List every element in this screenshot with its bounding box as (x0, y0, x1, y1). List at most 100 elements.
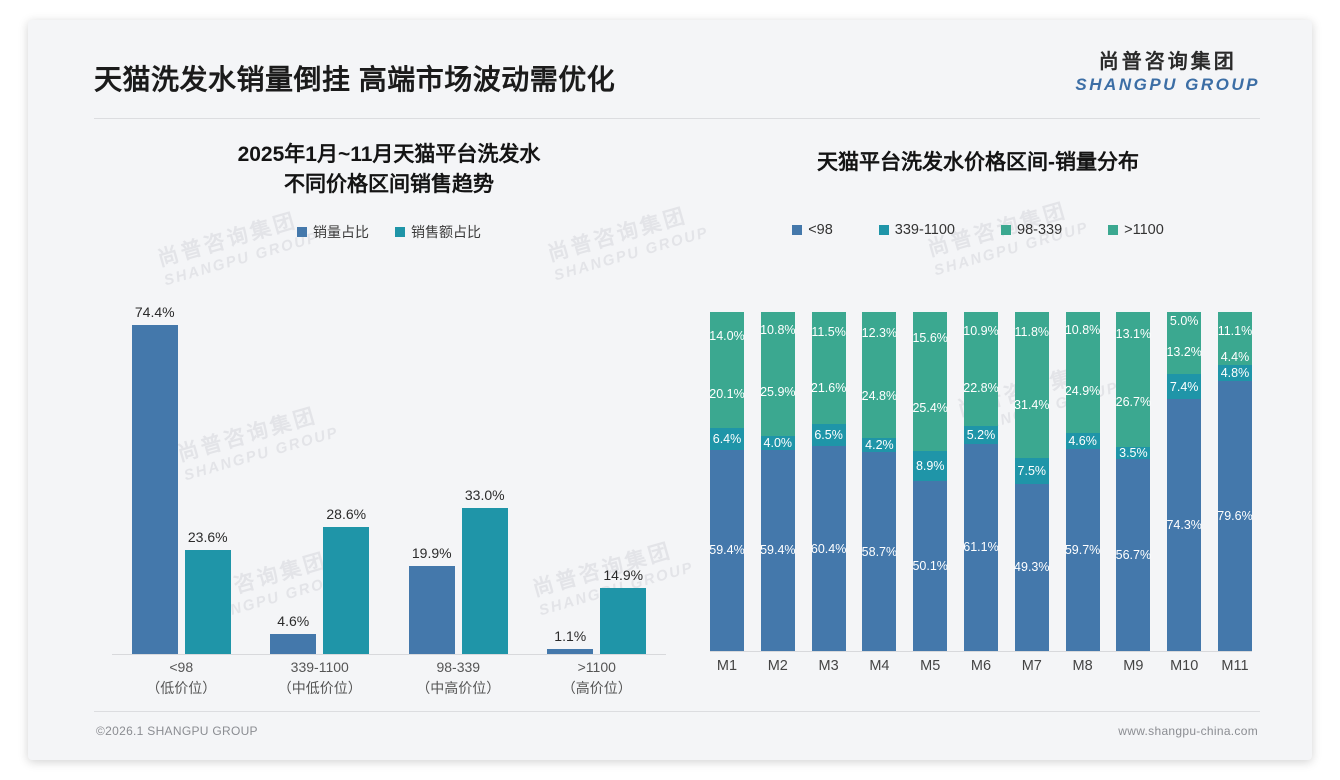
legend-item[interactable]: <98 (792, 222, 833, 238)
stacked-bar-column[interactable]: 13.1% 26.7% 3.5% 56.7% (1116, 312, 1151, 651)
legend-label: 339-1100 (894, 221, 955, 238)
stacked-bar-segment[interactable]: 4.0% (760, 436, 795, 450)
bar[interactable] (600, 588, 647, 654)
stacked-bar-column[interactable]: 15.6% 25.4% 8.9% 50.1% (912, 312, 948, 651)
stacked-bar-segment[interactable]: 25.9% (760, 348, 796, 437)
stacked-bar-segment[interactable]: 6.5% (811, 424, 846, 447)
stacked-bar-chart: 14.0% 20.1% 6.4% 59.4% 10.8% 25.9% 4.0% 59.4% 11… (710, 312, 1252, 692)
stacked-bar-segment[interactable]: 60.4% (810, 446, 847, 651)
stacked-bar-column[interactable]: 5.0% 13.2% 7.4% 74.3% (1166, 312, 1202, 651)
stacked-bar-segment[interactable]: 25.4% (912, 364, 948, 452)
stacked-bar-segment[interactable]: 56.7% (1116, 458, 1151, 651)
bar[interactable] (461, 507, 508, 654)
stacked-bar-segment[interactable]: 4.8% (1217, 364, 1252, 382)
stacked-bar-column[interactable]: 11.1% 4.4% 4.8% 79.6% (1217, 312, 1252, 651)
stacked-bar-segment[interactable]: 12.3% (862, 312, 897, 354)
stacked-bar-segment[interactable]: 59.4% (760, 449, 796, 651)
stacked-bar-segment[interactable]: 24.9% (1065, 348, 1100, 434)
stacked-bar-segment[interactable]: 59.7% (1065, 448, 1100, 651)
bar-column[interactable]: 33.0% (461, 300, 508, 654)
stacked-bar-segment[interactable]: 50.1% (912, 481, 948, 651)
bar[interactable] (323, 527, 370, 654)
stacked-bar-column[interactable]: 11.5% 21.6% 6.5% 60.4% (810, 312, 847, 651)
stacked-bar-segment[interactable]: 61.1% (963, 443, 999, 651)
stacked-bar-column[interactable]: 10.8% 24.9% 4.6% 59.7% (1065, 312, 1100, 651)
grouped-bar-chart: 74.4% 23.6% 4.6% 28.6% 19.9% 33.0% 1.1% 14.9% <… (112, 300, 666, 696)
stacked-bar-segment[interactable]: 13.1% (1116, 312, 1151, 357)
stacked-bar-segment[interactable]: 11.5% (811, 312, 846, 351)
legend-label: 98-339 (1017, 221, 1063, 238)
bar-column[interactable]: 19.9% (408, 300, 455, 654)
bar[interactable] (184, 549, 231, 654)
stacked-segment-value-label: 6.5% (814, 428, 843, 443)
stacked-bar-column[interactable]: 10.8% 25.9% 4.0% 59.4% (760, 312, 796, 651)
stacked-bar-segment[interactable]: 11.1% (1218, 312, 1252, 350)
stacked-bar-segment[interactable]: 58.7% (861, 452, 898, 651)
bar[interactable] (408, 565, 455, 654)
stacked-bar-segment[interactable]: 13.2% (1166, 329, 1202, 375)
stacked-bar-segment[interactable]: 5.2% (963, 426, 998, 444)
bar-column[interactable]: 23.6% (184, 300, 231, 654)
bar-column[interactable]: 1.1% (547, 300, 594, 654)
legend-swatch-icon (1001, 224, 1011, 235)
stacked-bar-segment[interactable]: 21.6% (811, 351, 846, 425)
stacked-segment-value-label: 15.6% (912, 331, 948, 346)
stacked-segment-value-label: 24.8% (861, 388, 898, 403)
stacked-bar-segment[interactable]: 11.8% (1015, 312, 1049, 353)
bar-column[interactable]: 28.6% (323, 300, 370, 654)
stacked-bar-segment[interactable]: 4.4% (1217, 349, 1252, 365)
bar-column[interactable]: 14.9% (600, 300, 647, 654)
stacked-bar-segment[interactable]: 79.6% (1217, 381, 1252, 651)
stacked-segment-value-label: 50.1% (912, 559, 948, 574)
stacked-segment-value-label: 20.1% (710, 386, 745, 401)
stacked-bar-segment[interactable]: 26.7% (1116, 356, 1151, 447)
stacked-bar-segment[interactable]: 7.4% (1167, 374, 1202, 400)
legend-swatch-icon (395, 226, 405, 237)
stacked-bar-segment[interactable]: 4.6% (1065, 433, 1100, 449)
legend-item[interactable]: >1100 (1108, 222, 1164, 238)
legend-item[interactable]: 销量占比 (297, 222, 369, 242)
stacked-bar-segment[interactable]: 10.9% (963, 312, 999, 349)
stacked-bar-segment[interactable]: 59.4% (710, 449, 745, 651)
slide-header: 天猫洗发水销量倒挂 高端市场波动需优化 尚普咨询集团 SHANGPU GROUP (28, 20, 1312, 119)
stacked-segment-value-label: 10.8% (760, 323, 796, 338)
bar[interactable] (131, 324, 178, 654)
stacked-segment-value-label: 14.0% (710, 329, 745, 344)
stacked-bar-segment[interactable]: 74.3% (1166, 399, 1202, 651)
stacked-bar-segment[interactable]: 10.8% (760, 312, 796, 349)
stacked-segment-value-label: 58.7% (861, 544, 898, 559)
stacked-bar-segment[interactable]: 24.8% (861, 353, 898, 438)
stacked-bar-segment[interactable]: 31.4% (1014, 352, 1050, 459)
stacked-bar-segment[interactable]: 22.8% (963, 348, 999, 427)
legend-item[interactable]: 98-339 (1001, 222, 1062, 238)
stacked-bar-segment[interactable]: 5.0% (1167, 312, 1202, 330)
x-axis-month-label: M11 (1221, 658, 1249, 674)
stacked-bar-column[interactable]: 10.9% 22.8% 5.2% 61.1% (963, 312, 999, 651)
bar-column[interactable]: 74.4% (131, 300, 178, 654)
bar-value-label: 1.1% (554, 628, 587, 645)
stacked-bar-segment[interactable]: 6.4% (710, 427, 744, 450)
x-axis-month-label: M6 (970, 658, 992, 674)
stacked-bar-column[interactable]: 14.0% 20.1% 6.4% 59.4% (710, 312, 745, 651)
stacked-bar-column[interactable]: 12.3% 24.8% 4.2% 58.7% (861, 312, 898, 651)
stacked-bar-column[interactable]: 11.8% 31.4% 7.5% 49.3% (1014, 312, 1050, 651)
stacked-bar-segment[interactable]: 15.6% (912, 312, 948, 365)
stacked-segment-value-label: 60.4% (810, 541, 847, 556)
stacked-bar-segment[interactable]: 3.5% (1116, 446, 1151, 460)
bar-column[interactable]: 4.6% (270, 300, 317, 654)
legend-item[interactable]: 339-1100 (878, 221, 955, 238)
stacked-bar-segment[interactable]: 10.8% (1065, 312, 1100, 349)
bar-value-label: 19.9% (411, 544, 452, 561)
x-axis-month-label: M5 (920, 658, 941, 674)
bar[interactable] (547, 649, 594, 654)
stacked-bar-segment[interactable]: 4.2% (862, 437, 897, 453)
x-axis-month-label: M7 (1021, 658, 1042, 674)
bar[interactable] (270, 633, 317, 654)
stacked-segment-value-label: 79.6% (1217, 509, 1252, 524)
stacked-bar-segment[interactable]: 7.5% (1014, 458, 1049, 484)
stacked-bar-segment[interactable]: 20.1% (710, 359, 745, 428)
stacked-bar-segment[interactable]: 49.3% (1014, 483, 1050, 651)
stacked-bar-segment[interactable]: 14.0% (710, 312, 745, 360)
stacked-bar-segment[interactable]: 8.9% (913, 451, 948, 482)
legend-item[interactable]: 销售额占比 (395, 222, 481, 242)
